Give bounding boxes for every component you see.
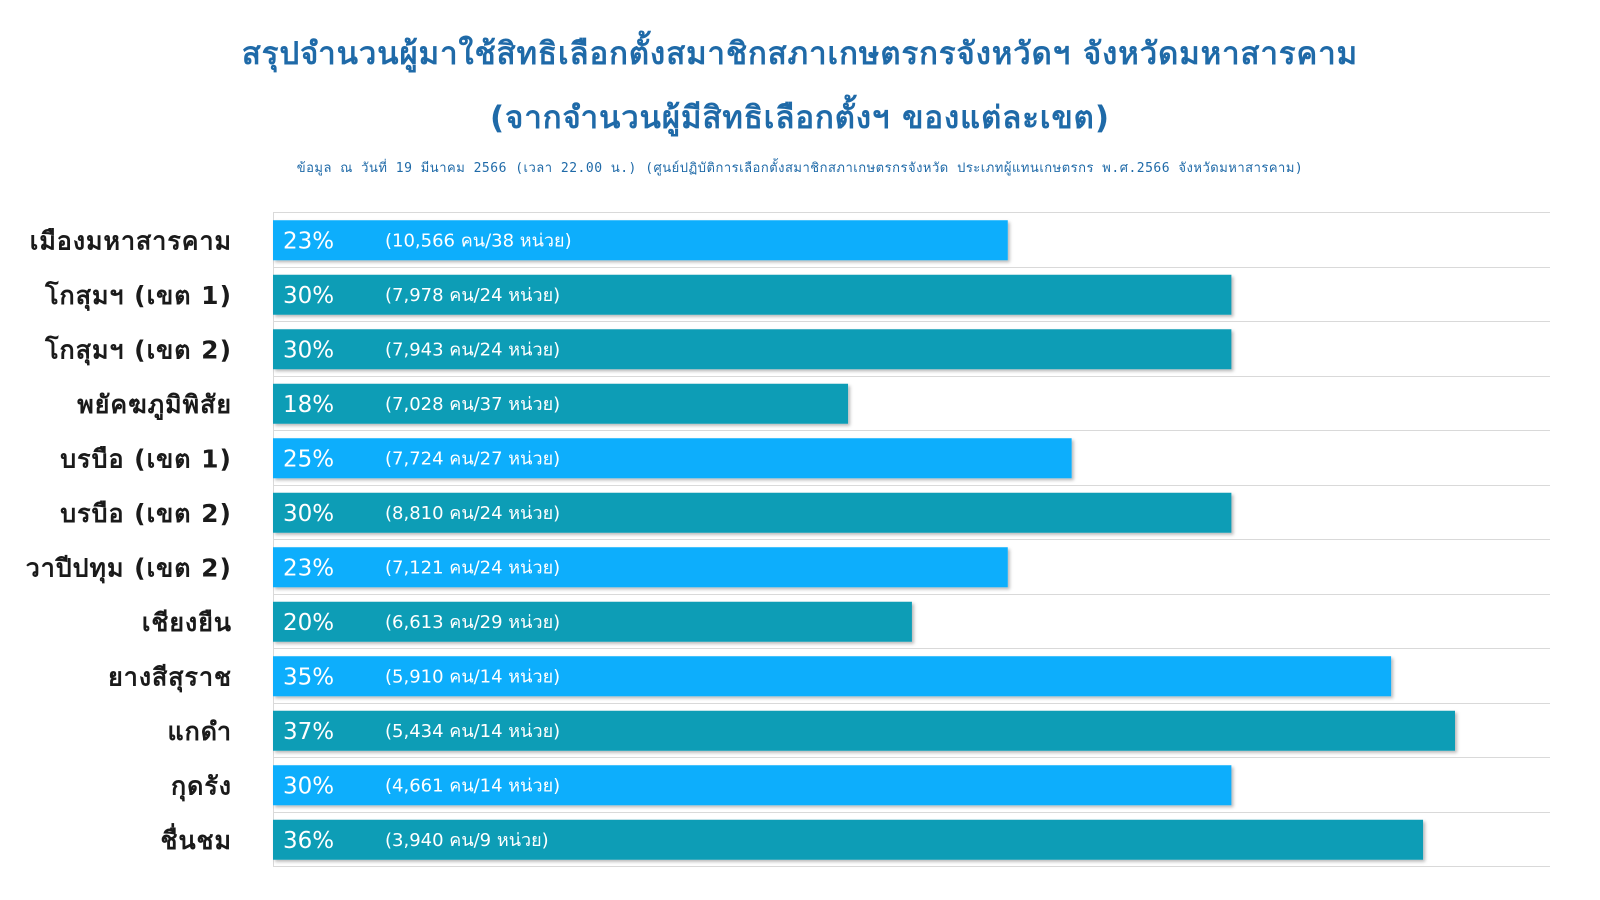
bar: [273, 601, 912, 642]
chart-subtitle: ข้อมูล ณ วันที่ 19 มีนาคม 2566 (เวลา 22.…: [296, 161, 1304, 176]
detail-label: (7,724 คน/27 หน่วย): [385, 448, 560, 469]
bar: [273, 220, 1008, 261]
bar: [273, 765, 1232, 806]
category-label: โกสุมฯ (เขต 2): [44, 334, 232, 366]
category-label: บรบือ (เขต 2): [60, 499, 232, 528]
value-label: 20%: [283, 610, 334, 636]
detail-label: (3,940 คน/9 หน่วย): [385, 830, 549, 851]
detail-label: (4,661 คน/14 หน่วย): [385, 775, 560, 796]
chart-title-line-2: (จากจำนวนผู้มีสิทธิเลือกตั้งฯ ของแต่ละเข…: [490, 100, 1110, 136]
category-label: กุดรัง: [171, 771, 232, 802]
value-label: 25%: [283, 446, 334, 472]
category-label: พยัคฆภูมิพิสัย: [77, 390, 232, 421]
value-label: 37%: [283, 719, 334, 745]
bar: [273, 656, 1392, 697]
bar: [273, 329, 1232, 370]
value-label: 23%: [283, 228, 334, 254]
chart-gridlines: [273, 212, 1550, 867]
value-label: 35%: [283, 664, 334, 690]
category-label: บรบือ (เขต 1): [60, 444, 232, 473]
bar: [273, 492, 1232, 533]
value-label: 18%: [283, 392, 334, 418]
bar: [273, 438, 1072, 479]
bar: [273, 710, 1455, 751]
category-label: แกดำ: [167, 717, 232, 746]
category-label: วาปีปทุม (เขต 2): [26, 553, 232, 584]
value-label: 30%: [283, 501, 334, 527]
category-label: โกสุมฯ (เขต 1): [44, 280, 232, 312]
detail-label: (7,978 คน/24 หน่วย): [385, 285, 560, 306]
value-label: 30%: [283, 283, 334, 309]
category-label: เชียงยืน: [142, 608, 232, 637]
bar: [273, 383, 849, 424]
value-label: 36%: [283, 828, 334, 854]
value-label: 23%: [283, 555, 334, 581]
detail-label: (6,613 คน/29 หน่วย): [385, 612, 560, 633]
detail-label: (7,028 คน/37 หน่วย): [385, 394, 560, 415]
bar: [273, 819, 1424, 860]
chart-bars: [273, 220, 1455, 860]
chart-labels: เมืองมหาสารคาม 23% (10,566 คน/38 หน่วย) โกส…: [26, 226, 572, 855]
bar: [273, 547, 1008, 588]
detail-label: (10,566 คน/38 หน่วย): [385, 230, 572, 251]
detail-label: (5,434 คน/14 หน่วย): [385, 721, 560, 742]
bar: [273, 274, 1232, 315]
chart-title-line-1: สรุปจำนวนผู้มาใช้สิทธิเลือกตั้งสมาชิกสภา…: [241, 36, 1359, 72]
category-label: ยางสีสุราช: [108, 662, 232, 693]
value-label: 30%: [283, 773, 334, 799]
detail-label: (8,810 คน/24 หน่วย): [385, 503, 560, 524]
detail-label: (5,910 คน/14 หน่วย): [385, 666, 560, 687]
value-label: 30%: [283, 337, 334, 363]
category-label: ชื่นชม: [160, 823, 232, 855]
category-label: เมืองมหาสารคาม: [30, 226, 232, 255]
detail-label: (7,943 คน/24 หน่วย): [385, 339, 560, 360]
detail-label: (7,121 คน/24 หน่วย): [385, 557, 560, 578]
